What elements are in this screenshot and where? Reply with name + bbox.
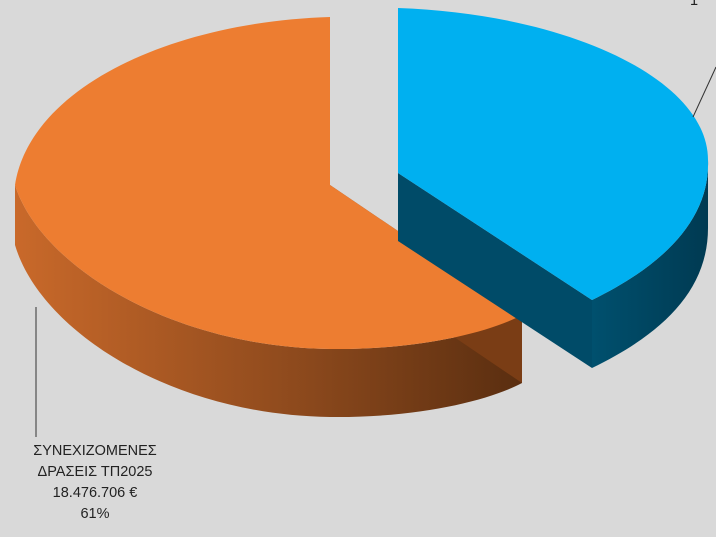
pie-slice-orange [15, 17, 522, 350]
data-label-blue: 1 [690, 0, 716, 12]
pie-slice-orange-side [15, 185, 522, 418]
label-percent: 61% [80, 506, 110, 522]
pie-slice-blue [398, 8, 709, 300]
data-label-orange: ΣΥΝΕΧΙΖΟΜΕΝΕΣ ΔΡΑΣΕΙΣ ΤΠ2025 18.476.706 … [20, 441, 170, 525]
leader-line-blue [692, 66, 716, 118]
pie-slice-blue-side [592, 160, 709, 368]
label-name-line2: ΔΡΑΣΕΙΣ ΤΠ2025 [37, 464, 153, 480]
pie-slice-blue-cut [398, 173, 592, 368]
label-name-line1: ΣΥΝΕΧΙΖΟΜΕΝΕΣ [33, 443, 157, 459]
label-name-line1: 1 [690, 0, 699, 9]
label-amount: 18.476.706 € [52, 485, 138, 501]
